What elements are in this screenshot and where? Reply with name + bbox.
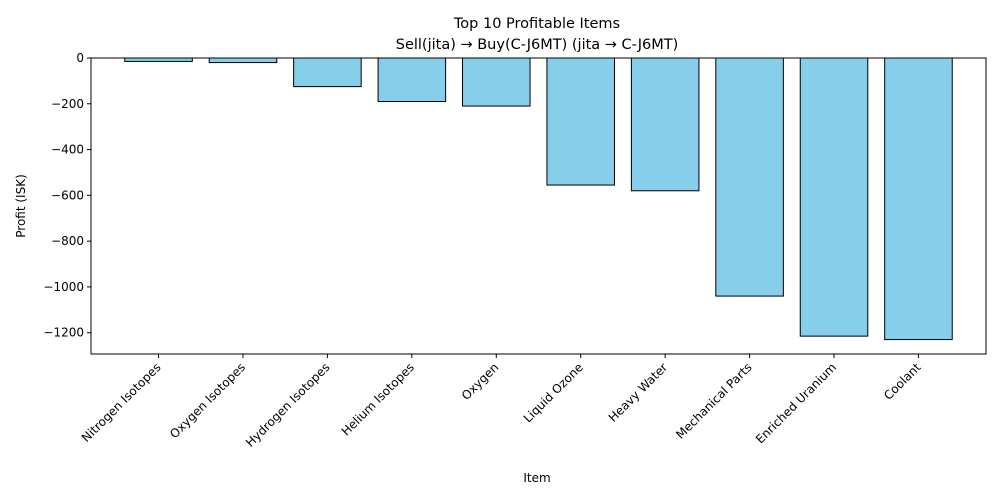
x-tick-label: Mechanical Parts (673, 360, 755, 442)
bar (799, 57, 869, 337)
y-tick-label: 0 (76, 51, 84, 65)
y-tick-label: −400 (51, 143, 84, 157)
bar (208, 57, 278, 64)
y-tick-label: −1000 (43, 280, 84, 294)
y-tick-label: −800 (51, 234, 84, 248)
chart-title: Top 10 Profitable Items (453, 16, 620, 32)
bar (462, 57, 531, 107)
bar (884, 57, 953, 341)
x-tick-label: Oxygen Isotopes (167, 360, 248, 441)
x-tick-label: Heavy Water (606, 360, 671, 425)
x-tick-label: Oxygen (459, 360, 502, 403)
y-axis-label: Profit (ISK) (14, 174, 28, 238)
y-tick-label: −200 (51, 97, 84, 111)
bar (715, 57, 784, 297)
x-tick-label: Helium Isotopes (339, 360, 417, 438)
chart-subtitle: Sell(jita) → Buy(C-J6MT) (jita → C-J6MT) (396, 37, 679, 53)
plot-area: 0 −200 −400 −600 −800 −1000 −1200 Nitrogen Isot… (43, 51, 987, 450)
axes-frame (90, 57, 987, 355)
bar (546, 57, 615, 186)
bar (124, 57, 193, 62)
x-axis-label: Item (523, 471, 550, 485)
y-tick-label: −600 (51, 188, 84, 202)
y-tick-label: −1200 (43, 326, 84, 340)
x-tick-label: Enriched Uranium (753, 360, 839, 446)
x-tick-label: Hydrogen Isotopes (243, 360, 333, 450)
bar (377, 57, 447, 102)
bar (293, 57, 362, 88)
bar (630, 57, 700, 192)
x-tick-label: Nitrogen Isotopes (79, 360, 164, 445)
x-tick-label: Coolant (881, 360, 924, 403)
x-tick-label: Liquid Ozone (521, 360, 586, 425)
